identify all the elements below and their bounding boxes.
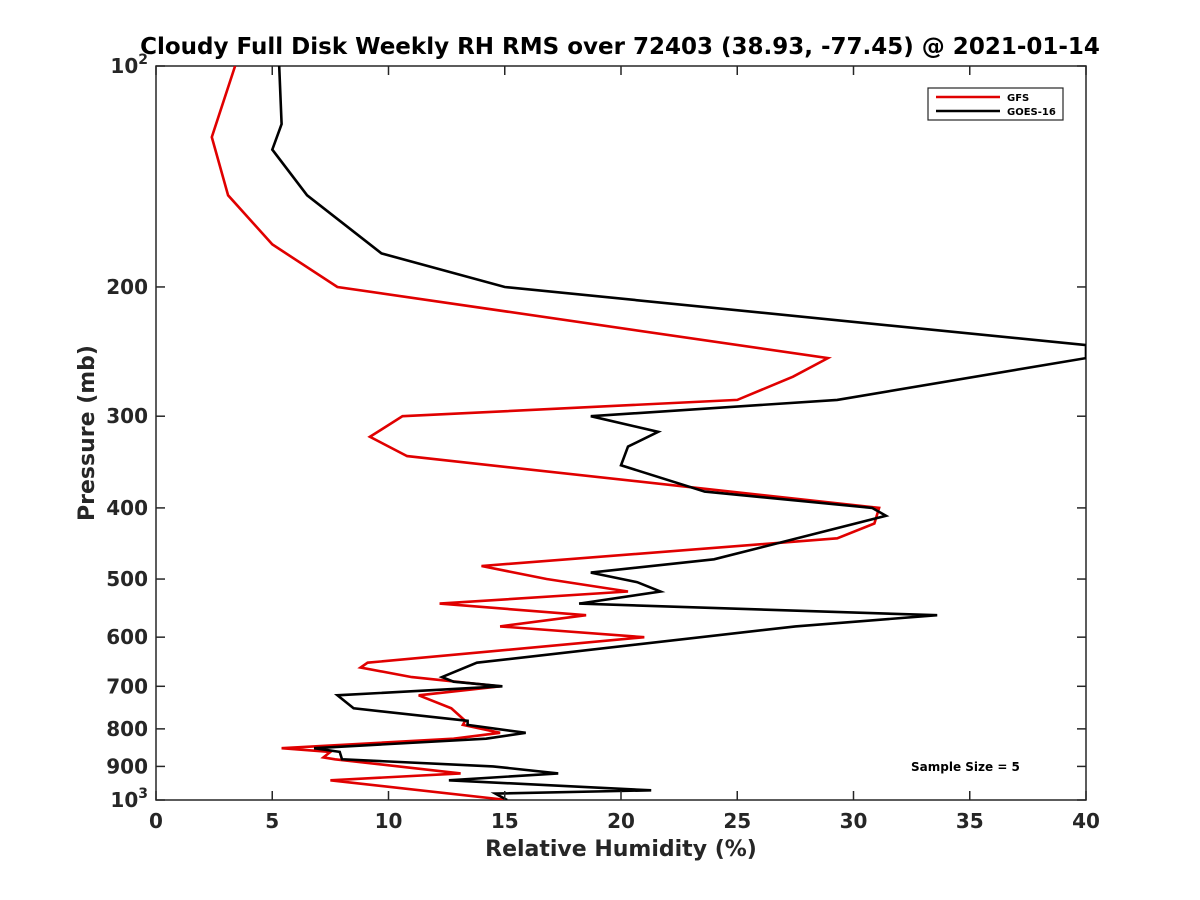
sample-size-annotation: Sample Size = 5 [911,760,1020,774]
y-tick-label-base: 300 [106,404,148,428]
x-tick-label: 0 [149,809,163,833]
x-tick-label: 5 [265,809,279,833]
y-tick-label-exponent: 2 [138,52,148,68]
x-tick-label: 25 [723,809,751,833]
y-tick-label: 400 [106,496,148,520]
series-line-goes-16 [270,66,1086,800]
y-tick-label-exponent: 3 [138,786,148,802]
x-tick-label: 30 [840,809,868,833]
y-tick-label: 300 [106,404,148,428]
y-tick-label-base: 900 [106,754,148,778]
legend-label-goes-16: GOES-16 [1007,107,1056,118]
y-axis-title: Pressure (mb) [75,345,100,521]
y-tick-label-base: 500 [106,567,148,591]
y-tick-label-base: 10 [110,788,138,812]
x-tick-label: 10 [375,809,403,833]
legend-box [927,87,1064,121]
series-layer [210,66,1086,800]
x-tick-label: 15 [491,809,519,833]
legend: GFS GOES-16 [927,87,1064,121]
y-tick-label-base: 200 [106,275,148,299]
chart-title: Cloudy Full Disk Weekly RH RMS over 7240… [140,34,1100,60]
x-tick-label: 40 [1072,809,1100,833]
x-tick-label: 35 [956,809,984,833]
y-tick-label: 800 [106,717,148,741]
plot-frame [155,65,1087,801]
y-tick-label: 500 [106,567,148,591]
y-tick-label-base: 700 [106,674,148,698]
y-tick-label-base: 800 [106,717,148,741]
y-tick-label: 900 [106,754,148,778]
series-line-gfs [210,66,881,800]
y-tick-label: 102 [110,52,148,78]
x-axis: 0 5 10 15 20 25 30 35 40 [149,66,1100,833]
y-tick-label-base: 400 [106,496,148,520]
y-tick-label-base: 600 [106,625,148,649]
y-tick-label: 103 [110,786,148,812]
y-tick-label: 200 [106,275,148,299]
x-axis-title: Relative Humidity (%) [485,837,757,862]
legend-label-gfs: GFS [1007,93,1029,104]
y-tick-label: 600 [106,625,148,649]
x-tick-label: 20 [607,809,635,833]
y-tick-label-base: 10 [110,54,138,78]
y-tick-label: 700 [106,674,148,698]
